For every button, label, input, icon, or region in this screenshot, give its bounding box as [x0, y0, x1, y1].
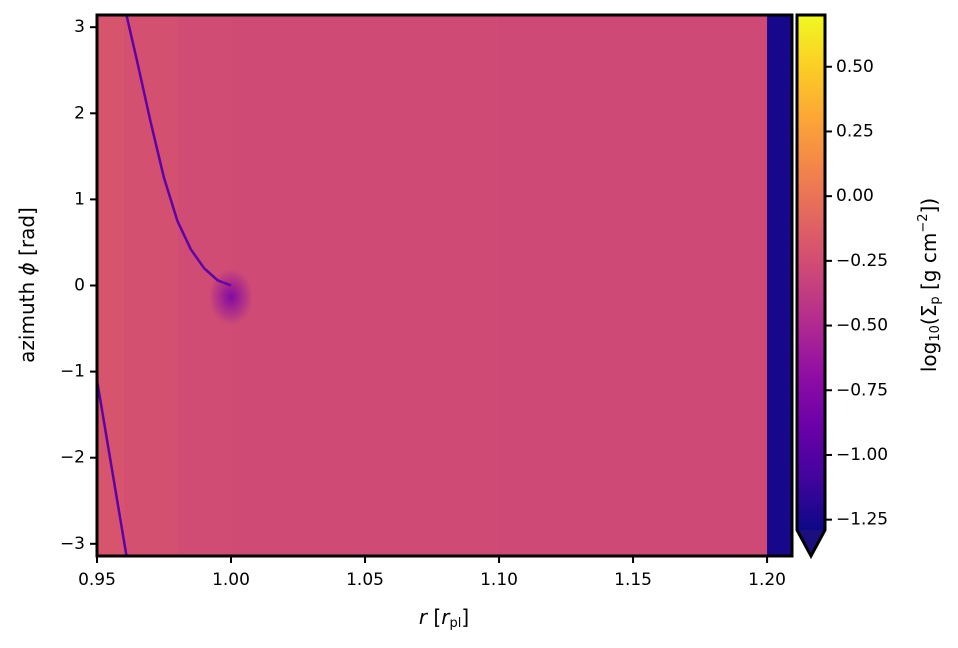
- x-tick-label: 0.95: [78, 570, 116, 590]
- y-label-part: [rad]: [15, 207, 39, 262]
- x-label-part: pl: [449, 616, 461, 631]
- plot-area: [97, 15, 792, 556]
- x-tick-label: 1.00: [212, 570, 250, 590]
- cb-label-part: log: [917, 342, 941, 373]
- x-label-part: r: [441, 605, 451, 629]
- planet-wake: [97, 15, 232, 556]
- colorbar-tick-label: 0.25: [836, 121, 874, 141]
- colorbar-tick-label: −1.00: [836, 445, 888, 465]
- cb-label-part: [g cm: [917, 233, 941, 297]
- colorbar-tick-label: −0.25: [836, 251, 888, 271]
- heatmap-cell: [365, 15, 500, 556]
- y-tick-label: 0: [74, 276, 85, 296]
- colorbar-tick-label: −0.50: [836, 316, 888, 336]
- y-tick-label: 3: [74, 17, 85, 37]
- x-tick-label: 1.15: [614, 570, 652, 590]
- y-tick-label: 2: [74, 103, 85, 123]
- heatmap-cell: [123, 15, 178, 556]
- x-tick-label: 1.10: [480, 570, 518, 590]
- heatmap-cell: [633, 15, 768, 556]
- x-tick-label: 1.05: [346, 570, 384, 590]
- x-label-part: ]: [461, 605, 469, 629]
- colorbar: [797, 15, 825, 530]
- cb-label-part: Σ: [917, 305, 941, 318]
- cb-label-part: p: [928, 296, 943, 304]
- cb-label-part: 10: [928, 325, 943, 342]
- y-label-part: azimuth: [15, 276, 39, 363]
- cb-label-part: (: [917, 317, 941, 325]
- cb-label-part: −2: [916, 213, 931, 232]
- y-tick-label: −1: [60, 362, 85, 382]
- y-label-part: ϕ: [15, 262, 39, 275]
- heatmap-cell: [231, 15, 366, 556]
- planet-dip: [209, 269, 253, 325]
- colorbar-tick-label: 0.00: [836, 186, 874, 206]
- x-label-part: r: [419, 605, 429, 629]
- heatmap-cell: [767, 15, 792, 556]
- colorbar-tick-label: −0.75: [836, 380, 888, 400]
- heatmap-cell: [499, 15, 634, 556]
- y-tick-label: −2: [60, 448, 85, 468]
- heatmap-cell: [97, 15, 125, 556]
- x-tick-label: 1.20: [748, 570, 786, 590]
- x-axis-label: r [rpl]: [419, 605, 469, 631]
- colorbar-under: [797, 530, 825, 556]
- colorbar-tick-label: −1.25: [836, 510, 888, 530]
- y-axis-label: azimuth ϕ [rad]: [15, 207, 39, 363]
- y-tick-label: 1: [74, 189, 85, 209]
- colorbar-frame: [795, 13, 827, 560]
- cb-label-part: ]): [917, 198, 941, 214]
- y-tick-label: −3: [60, 534, 85, 554]
- colorbar-label: log10(Σp [g cm−2]): [916, 198, 943, 372]
- x-label-part: [: [427, 605, 441, 629]
- colorbar-tick-label: 0.50: [836, 57, 874, 77]
